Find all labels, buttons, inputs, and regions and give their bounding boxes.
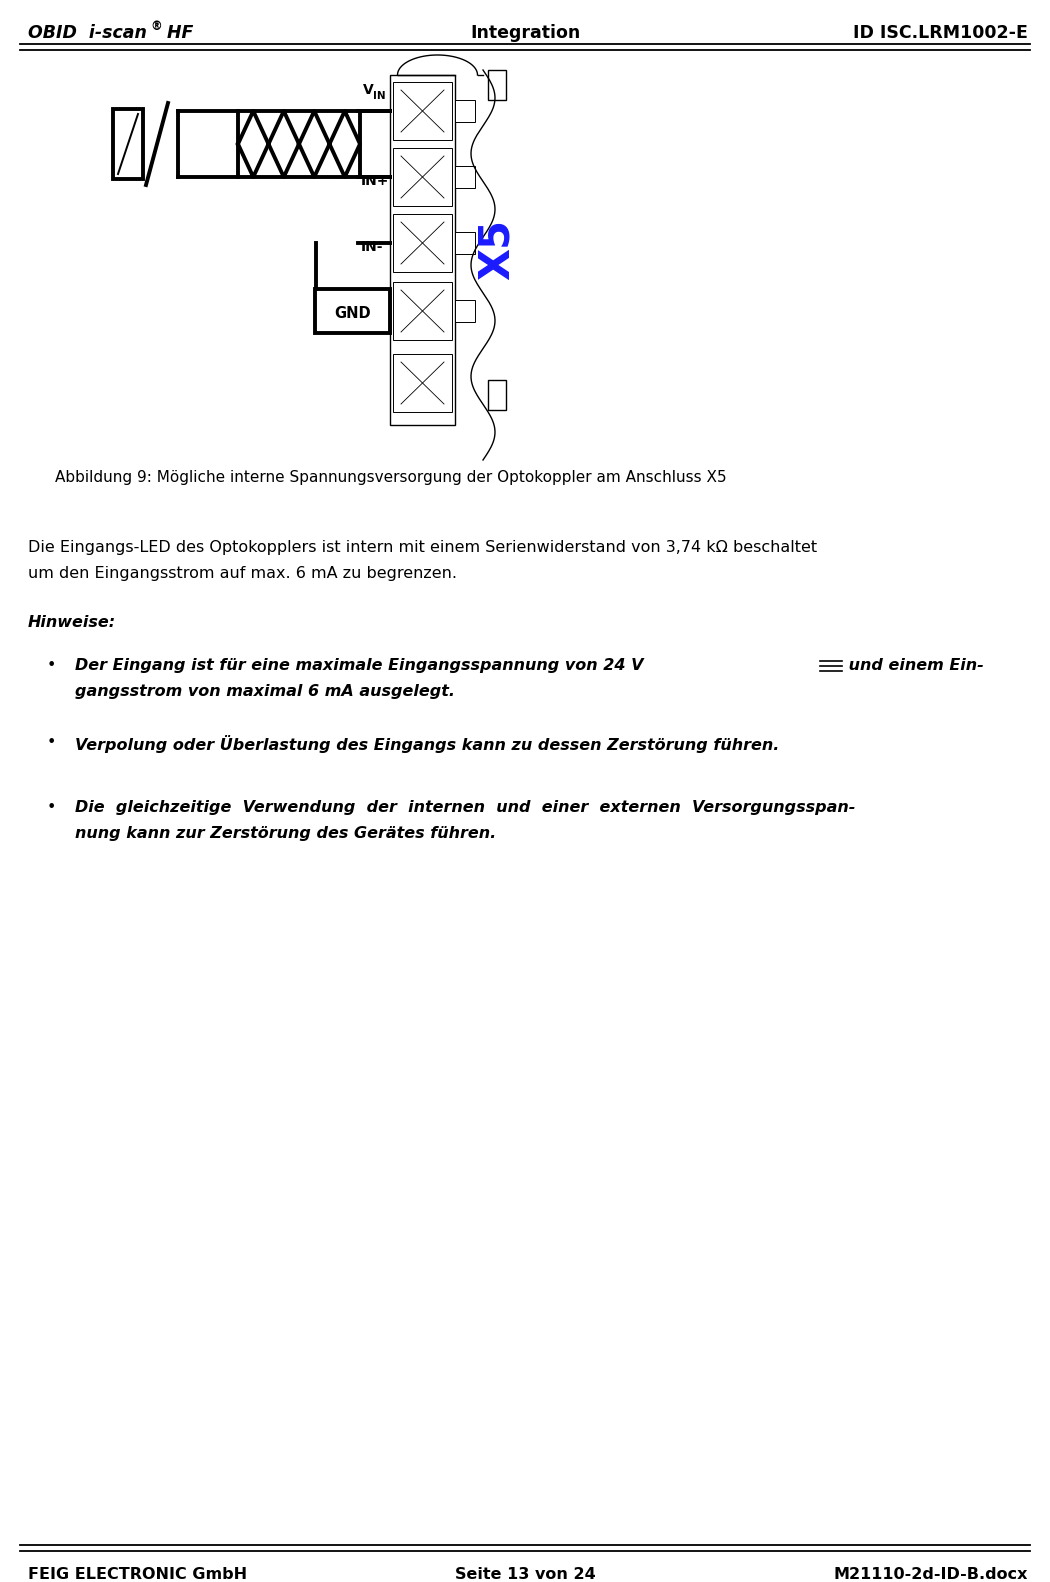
Bar xyxy=(393,214,452,272)
Text: •: • xyxy=(47,736,57,750)
Text: OBID  i-scan: OBID i-scan xyxy=(28,24,147,43)
Text: Abbildung 9: Mögliche interne Spannungsversorgung der Optokoppler am Anschluss X: Abbildung 9: Mögliche interne Spannungsv… xyxy=(55,470,727,486)
Bar xyxy=(455,301,475,323)
Bar xyxy=(455,166,475,188)
Text: V: V xyxy=(363,82,374,97)
Bar xyxy=(488,380,506,410)
Bar xyxy=(390,74,455,426)
Text: Hinweise:: Hinweise: xyxy=(28,615,117,630)
Text: FEIG ELECTRONIC GmbH: FEIG ELECTRONIC GmbH xyxy=(28,1568,247,1582)
Text: und einem Ein-: und einem Ein- xyxy=(843,658,984,672)
Bar xyxy=(455,233,475,255)
Text: nung kann zur Zerstörung des Gerätes führen.: nung kann zur Zerstörung des Gerätes füh… xyxy=(75,826,497,842)
Text: M21110-2d-ID-B.docx: M21110-2d-ID-B.docx xyxy=(834,1568,1028,1582)
Text: GND: GND xyxy=(334,305,371,321)
Text: Integration: Integration xyxy=(470,24,580,43)
Bar xyxy=(315,290,390,332)
Text: IN: IN xyxy=(373,92,385,101)
Text: •: • xyxy=(47,658,57,672)
Text: ID ISC.LRM1002-E: ID ISC.LRM1002-E xyxy=(853,24,1028,43)
Bar xyxy=(393,282,452,340)
Text: IN+: IN+ xyxy=(361,174,390,188)
Bar xyxy=(393,354,452,411)
Text: gangsstrom von maximal 6 mA ausgelegt.: gangsstrom von maximal 6 mA ausgelegt. xyxy=(75,683,455,699)
Bar xyxy=(393,149,452,206)
Text: Die  gleichzeitige  Verwendung  der  internen  und  einer  externen  Versorgungs: Die gleichzeitige Verwendung der interne… xyxy=(75,800,856,815)
Bar xyxy=(393,82,452,139)
Text: X5: X5 xyxy=(476,220,518,280)
Text: IN-: IN- xyxy=(361,240,383,255)
Bar xyxy=(488,70,506,100)
Text: •: • xyxy=(47,800,57,815)
Bar xyxy=(238,111,360,177)
Text: ®: ® xyxy=(150,21,162,33)
Text: um den Eingangsstrom auf max. 6 mA zu begrenzen.: um den Eingangsstrom auf max. 6 mA zu be… xyxy=(28,566,457,581)
Bar xyxy=(113,109,143,179)
Bar xyxy=(455,100,475,122)
Text: Verpolung oder Überlastung des Eingangs kann zu dessen Zerstörung führen.: Verpolung oder Überlastung des Eingangs … xyxy=(75,736,779,753)
Text: HF: HF xyxy=(161,24,193,43)
Text: Die Eingangs-LED des Optokopplers ist intern mit einem Serienwiderstand von 3,74: Die Eingangs-LED des Optokopplers ist in… xyxy=(28,539,817,555)
Text: Seite 13 von 24: Seite 13 von 24 xyxy=(455,1568,595,1582)
Text: Der Eingang ist für eine maximale Eingangsspannung von 24 V: Der Eingang ist für eine maximale Eingan… xyxy=(75,658,644,672)
